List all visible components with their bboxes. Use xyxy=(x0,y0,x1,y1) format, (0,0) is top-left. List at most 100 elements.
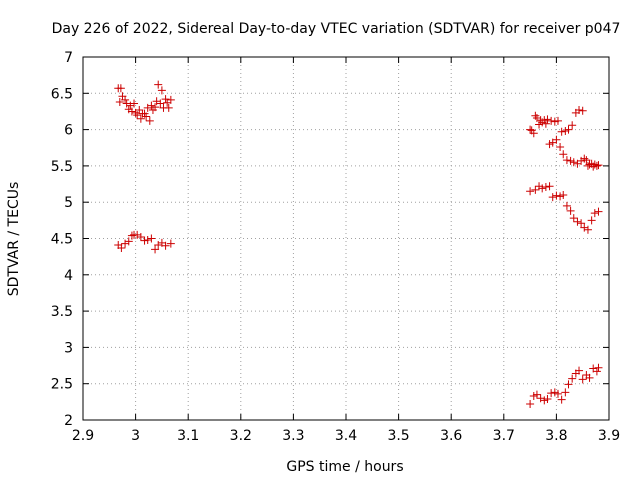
x-tick-label: 3.6 xyxy=(440,428,462,444)
y-tick-label: 7 xyxy=(64,50,73,66)
data-point xyxy=(564,380,573,389)
data-point xyxy=(580,154,589,163)
data-point xyxy=(568,121,577,130)
data-point xyxy=(582,156,591,165)
data-point xyxy=(127,231,136,240)
y-tick-label: 2 xyxy=(64,413,73,429)
data-point xyxy=(562,156,571,165)
data-point xyxy=(161,241,170,250)
data-point xyxy=(587,216,596,225)
x-axis-label: GPS time / hours xyxy=(286,459,403,475)
data-points xyxy=(114,80,603,409)
data-point xyxy=(575,366,584,375)
data-point xyxy=(557,395,566,404)
data-point xyxy=(590,160,599,169)
data-point xyxy=(559,150,568,159)
x-tick-labels: 2.9 3 3.1 3.2 3.3 3.4 3.5 3.6 3.7 3.8 3.9 xyxy=(72,428,620,444)
data-point xyxy=(552,135,561,144)
data-point xyxy=(117,243,126,252)
y-tick-label: 4 xyxy=(64,268,73,284)
x-tick-label: 3.4 xyxy=(335,428,357,444)
data-point xyxy=(157,86,166,95)
x-tick-label: 3.8 xyxy=(545,428,567,444)
data-point xyxy=(142,112,151,121)
y-tick-label: 5 xyxy=(64,195,73,211)
data-point xyxy=(526,400,535,409)
data-point xyxy=(133,111,142,120)
data-point xyxy=(164,103,173,112)
data-point xyxy=(569,158,578,167)
data-point xyxy=(151,245,160,254)
series-late-middle xyxy=(526,182,603,234)
data-point xyxy=(127,107,136,116)
data-point xyxy=(143,235,152,244)
data-point xyxy=(592,367,601,376)
data-point xyxy=(147,101,156,110)
data-point xyxy=(532,390,541,399)
data-point xyxy=(573,217,582,226)
x-tick-label: 3.1 xyxy=(177,428,199,444)
y-tick-label: 2.5 xyxy=(51,377,73,393)
plot-border xyxy=(82,56,610,421)
data-point xyxy=(547,389,556,398)
x-tick-label: 3 xyxy=(131,428,140,444)
data-point xyxy=(583,225,592,234)
y-axis-label: SDTVAR / TECUs xyxy=(6,182,22,297)
series-late-upper xyxy=(526,105,603,171)
data-point xyxy=(578,106,587,115)
data-point xyxy=(561,388,570,397)
data-point xyxy=(121,95,130,104)
series-early-upper xyxy=(114,80,175,125)
y-tick-label: 6 xyxy=(64,123,73,139)
data-point xyxy=(529,129,538,138)
data-point xyxy=(130,99,139,108)
data-point xyxy=(115,98,124,107)
data-point xyxy=(526,187,535,196)
series-early-lower xyxy=(114,230,175,254)
x-tick-label: 2.9 xyxy=(72,428,94,444)
data-point xyxy=(161,95,170,104)
chart-title: Day 226 of 2022, Sidereal Day-to-day VTE… xyxy=(52,21,621,37)
data-point xyxy=(590,209,599,218)
data-point xyxy=(557,127,566,136)
data-point xyxy=(553,389,562,398)
data-point xyxy=(538,184,547,193)
data-point xyxy=(592,161,601,170)
data-point xyxy=(145,116,154,125)
x-tick-label: 3.3 xyxy=(282,428,304,444)
data-point xyxy=(136,233,145,242)
data-point xyxy=(594,363,603,372)
y-tick-label: 3.5 xyxy=(51,304,73,320)
data-point xyxy=(556,143,565,152)
data-point xyxy=(569,214,578,223)
x-tick-label: 3.2 xyxy=(230,428,252,444)
data-point xyxy=(531,185,540,194)
y-tick-label: 5.5 xyxy=(51,159,73,175)
data-point xyxy=(116,84,125,93)
data-point xyxy=(151,103,160,112)
data-point xyxy=(154,80,163,89)
series-late-lower xyxy=(526,363,603,409)
x-tick-label: 3.5 xyxy=(387,428,409,444)
x-tick-label: 3.9 xyxy=(598,428,620,444)
data-point xyxy=(564,125,573,134)
data-point xyxy=(566,206,575,215)
data-point xyxy=(578,375,587,384)
data-point xyxy=(575,105,584,114)
data-point xyxy=(548,193,557,202)
data-point xyxy=(543,115,552,124)
data-point xyxy=(541,119,550,128)
y-tick-labels: 2 2.5 3 3.5 4 4.5 5 5.5 6 6.5 7 xyxy=(51,50,73,429)
data-point xyxy=(562,201,571,210)
data-point xyxy=(552,191,561,200)
data-point xyxy=(553,116,562,125)
data-point xyxy=(594,161,603,170)
data-point xyxy=(585,373,594,382)
data-point xyxy=(526,125,535,134)
data-point xyxy=(166,239,175,248)
data-point xyxy=(545,182,554,191)
data-point xyxy=(547,116,556,125)
y-tick-label: 4.5 xyxy=(51,232,73,248)
data-point xyxy=(156,99,165,108)
